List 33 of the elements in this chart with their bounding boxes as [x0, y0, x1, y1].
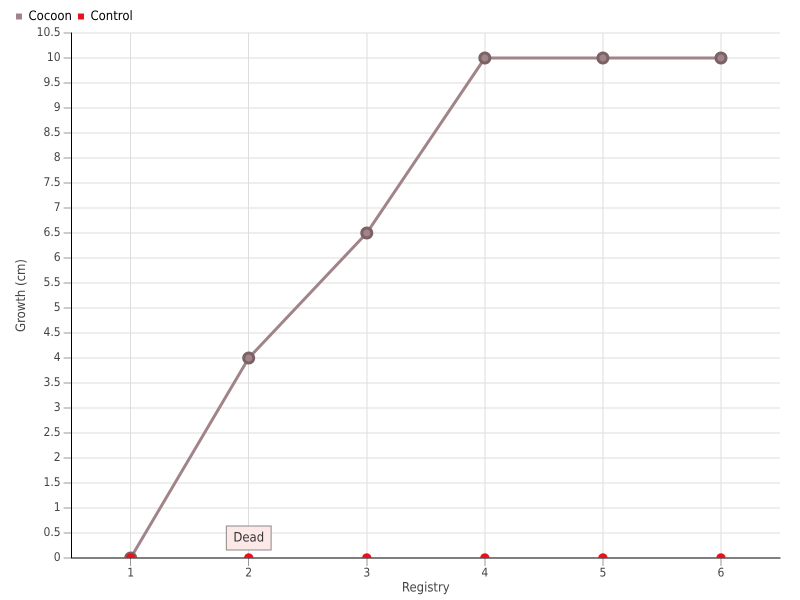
y-tick-label: 7.5 — [43, 175, 61, 190]
y-tick-label: 4 — [54, 350, 61, 364]
y-tick-label: 2 — [54, 450, 61, 464]
x-axis-title: Registry — [402, 580, 450, 596]
x-tick-label: 6 — [718, 565, 725, 580]
legend-label: Control — [90, 8, 133, 24]
x-tick-label: 4 — [481, 565, 488, 580]
y-tick-label: 10.5 — [36, 25, 61, 40]
y-tick-label: 9.5 — [43, 75, 61, 90]
y-tick-label: 0 — [54, 550, 61, 564]
x-tick-label: 5 — [599, 565, 606, 580]
y-tick-label: 8 — [54, 150, 61, 164]
x-tick-label: 1 — [127, 565, 134, 580]
y-tick-label: 5 — [54, 300, 61, 314]
y-tick-label: 0.5 — [43, 525, 61, 540]
y-tick-label: 3.5 — [43, 375, 61, 390]
y-tick-label: 10 — [46, 50, 61, 64]
y-tick-label: 3 — [54, 400, 61, 414]
y-tick-label: 2.5 — [43, 425, 61, 440]
y-tick-label: 6 — [54, 250, 61, 264]
y-tick-label: 7 — [54, 200, 61, 214]
x-tick-label: 3 — [363, 565, 370, 580]
y-tick-label: 5.5 — [43, 275, 61, 290]
annotation: Dead — [233, 530, 264, 546]
y-tick-label: 9 — [54, 100, 61, 114]
y-tick-label: 4.5 — [43, 325, 61, 340]
legend-label: Cocoon — [28, 8, 72, 24]
x-tick-label: 2 — [245, 565, 252, 580]
y-tick-label: 1 — [54, 500, 61, 514]
y-tick-label: 1.5 — [43, 475, 61, 490]
y-tick-label: 6.5 — [43, 225, 61, 240]
y-tick-label: 8.5 — [43, 125, 61, 140]
y-axis-title: Growth (cm) — [14, 259, 30, 332]
